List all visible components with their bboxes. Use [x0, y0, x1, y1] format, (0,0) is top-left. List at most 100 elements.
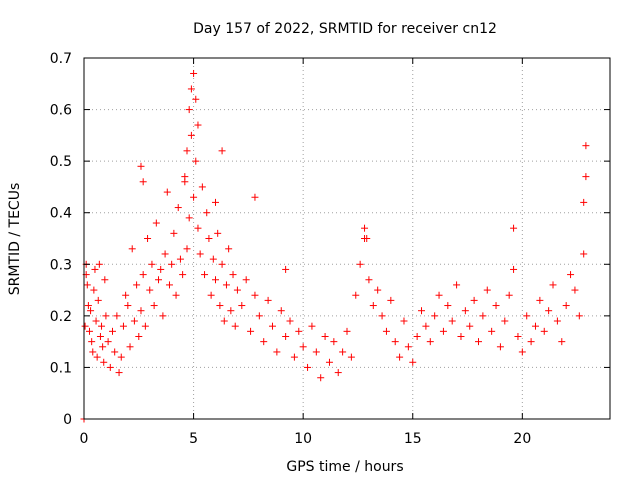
data-point — [501, 317, 509, 325]
data-point — [190, 69, 198, 77]
data-point — [84, 302, 92, 310]
data-point — [130, 317, 138, 325]
data-point — [214, 229, 222, 237]
data-point — [286, 317, 294, 325]
data-point — [155, 276, 163, 284]
data-point — [308, 322, 316, 330]
data-point — [510, 265, 518, 273]
data-point — [91, 265, 99, 273]
data-point — [90, 286, 98, 294]
data-point — [238, 302, 246, 310]
data-point — [251, 291, 259, 299]
data-point — [352, 291, 360, 299]
data-point — [104, 338, 112, 346]
y-tick-label: 0.4 — [50, 206, 72, 222]
data-point — [207, 291, 215, 299]
x-tick-label: 0 — [80, 431, 89, 447]
data-point — [122, 291, 130, 299]
data-point — [229, 271, 237, 279]
data-point — [87, 307, 95, 315]
x-tick-label: 5 — [189, 431, 198, 447]
data-point — [165, 281, 173, 289]
data-point — [268, 322, 276, 330]
data-point — [81, 322, 89, 330]
data-point — [575, 312, 583, 320]
data-point — [562, 302, 570, 310]
data-point — [295, 327, 303, 335]
data-point — [225, 245, 233, 253]
data-point — [187, 85, 195, 93]
data-point — [137, 307, 145, 315]
data-point — [157, 265, 165, 273]
data-point — [282, 265, 290, 273]
data-point — [183, 245, 191, 253]
y-tick-label: 0.7 — [50, 51, 72, 67]
x-tick-label: 10 — [294, 431, 312, 447]
data-point — [212, 276, 219, 284]
data-point — [545, 307, 553, 315]
data-point — [233, 286, 241, 294]
data-point — [400, 317, 408, 325]
data-point — [453, 281, 461, 289]
data-point — [363, 235, 371, 242]
data-point — [422, 322, 430, 330]
data-point — [505, 291, 513, 299]
data-point — [101, 276, 109, 284]
data-point — [536, 296, 544, 304]
data-point — [194, 121, 202, 129]
data-point — [161, 250, 169, 258]
data-point — [553, 317, 561, 325]
data-point — [571, 286, 579, 294]
data-point — [391, 338, 399, 346]
data-point — [418, 307, 426, 315]
data-point — [150, 302, 158, 310]
data-point — [98, 322, 106, 330]
data-point — [321, 332, 329, 340]
data-point — [203, 209, 211, 217]
y-tick-label: 0.3 — [50, 257, 72, 273]
data-point — [100, 358, 108, 366]
data-point — [111, 348, 119, 356]
y-tick-label: 0.2 — [50, 309, 72, 325]
data-point — [273, 348, 281, 356]
data-point — [128, 245, 136, 253]
data-point — [144, 235, 152, 242]
data-point — [343, 327, 351, 335]
data-point — [439, 327, 447, 335]
data-point — [264, 296, 272, 304]
data-point — [260, 338, 268, 346]
data-point — [137, 162, 145, 170]
data-point — [277, 307, 285, 315]
data-point — [93, 353, 101, 361]
data-point — [222, 281, 230, 289]
data-point — [96, 332, 104, 340]
data-point — [218, 260, 226, 268]
data-point — [251, 193, 259, 201]
x-axis-title: GPS time / hours — [286, 459, 403, 475]
data-point — [404, 343, 412, 351]
data-point — [218, 147, 226, 155]
data-point — [179, 271, 187, 279]
data-point — [216, 302, 224, 310]
data-point — [374, 286, 382, 294]
data-point — [126, 343, 134, 351]
data-point — [231, 322, 239, 330]
data-point — [139, 178, 147, 186]
data-point — [198, 183, 206, 191]
data-point — [172, 291, 180, 299]
data-point — [514, 332, 522, 340]
data-point — [330, 338, 338, 346]
data-point — [361, 224, 369, 232]
data-point — [479, 312, 487, 320]
data-point — [496, 343, 504, 351]
data-point — [192, 157, 200, 165]
y-tick-label: 0 — [63, 412, 72, 428]
data-point — [457, 332, 465, 340]
data-point — [176, 255, 184, 263]
data-point — [255, 312, 263, 320]
data-points — [80, 69, 590, 423]
data-point — [396, 353, 404, 361]
data-point — [148, 260, 156, 268]
data-point — [282, 332, 290, 340]
chart-title: Day 157 of 2022, SRMTID for receiver cn1… — [193, 21, 497, 37]
